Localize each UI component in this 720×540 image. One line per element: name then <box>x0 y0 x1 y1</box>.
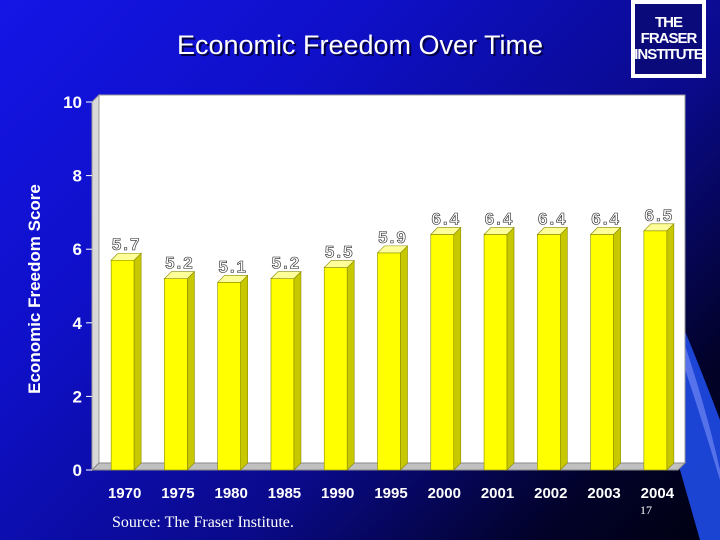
data-label: 5.2 <box>272 254 302 273</box>
bar-top <box>323 260 355 268</box>
bar-top <box>643 223 675 232</box>
data-label: 6.4 <box>431 209 461 228</box>
x-tick-label: 2000 <box>428 485 461 502</box>
page-number: 17 <box>640 503 652 517</box>
bar-side <box>240 274 248 471</box>
data-label: 6.5 <box>645 206 675 225</box>
bar-side <box>453 226 462 471</box>
bar <box>537 234 561 471</box>
x-tick-label: 2004 <box>641 485 675 502</box>
bar <box>643 230 668 471</box>
bar-side <box>400 245 408 471</box>
bar-side <box>133 252 142 471</box>
bar <box>590 234 614 471</box>
bar-top <box>163 271 196 279</box>
y-tick-label: 6 <box>73 240 82 259</box>
source-note: Source: The Fraser Institute. <box>112 514 294 531</box>
y-tick-label: 0 <box>73 461 82 480</box>
bar-side <box>293 270 302 471</box>
bar <box>164 278 188 471</box>
x-tick-label: 2002 <box>534 485 567 502</box>
bars <box>110 223 675 471</box>
y-tick-label: 8 <box>73 167 82 186</box>
bar <box>217 282 241 471</box>
bar-top <box>483 227 515 235</box>
y-tick-label: 4 <box>73 314 83 333</box>
plot-side-wall <box>91 93 100 472</box>
data-label: 5.9 <box>378 228 408 247</box>
bar <box>323 267 348 471</box>
data-label: 6.4 <box>591 209 621 228</box>
slide-title: Economic Freedom Over Time <box>176 30 544 60</box>
bar-top <box>430 227 462 235</box>
x-tick-label: 1970 <box>108 485 141 502</box>
bar-top <box>216 275 249 283</box>
bar-side <box>666 223 675 471</box>
bar-side <box>506 226 515 471</box>
data-label: 5.7 <box>112 235 142 254</box>
bar-side <box>560 226 568 471</box>
y-tick-label: 2 <box>73 387 82 406</box>
bar-side <box>346 259 355 471</box>
y-tick-label: 10 <box>63 93 82 112</box>
bar-top <box>110 252 142 261</box>
bar <box>110 259 135 471</box>
data-labels: 5.7 5.2 5.1 5.2 5.5 5.9 6.4 6.4 6.4 6.4 6.5 <box>112 206 675 277</box>
bar-top <box>270 271 302 279</box>
bar-top <box>376 245 409 254</box>
data-label: 5.5 <box>325 243 355 262</box>
bar-top <box>536 227 569 235</box>
bar-side <box>187 270 195 471</box>
y-axis-label: Economic Freedom Score <box>25 184 44 394</box>
x-tick-label: 2001 <box>481 485 514 502</box>
data-label: 6.4 <box>538 209 568 228</box>
data-label: 5.1 <box>218 257 248 276</box>
axis-ticks: 1970 1975 1980 1985 1990 1995 2000 2001 2002 2003… <box>63 93 675 502</box>
x-tick-label: 1995 <box>374 485 407 502</box>
fraser-institute-logo: THE FRASER INSTITUTE <box>631 0 706 78</box>
bar <box>377 252 401 471</box>
x-tick-label: 1990 <box>321 485 354 502</box>
x-tick-label: 2003 <box>587 485 620 502</box>
x-tick-label: 1975 <box>161 485 194 502</box>
x-tick-label: 1985 <box>268 485 301 502</box>
data-label: 6.4 <box>485 209 515 228</box>
logo-text: THE FRASER INSTITUTE <box>634 4 704 74</box>
data-label: 5.2 <box>165 254 195 273</box>
bar-top <box>589 227 622 235</box>
bar <box>430 234 455 471</box>
bar <box>483 234 508 471</box>
x-tick-label: 1980 <box>214 485 247 502</box>
bar-side <box>613 226 621 471</box>
bar <box>270 278 295 471</box>
